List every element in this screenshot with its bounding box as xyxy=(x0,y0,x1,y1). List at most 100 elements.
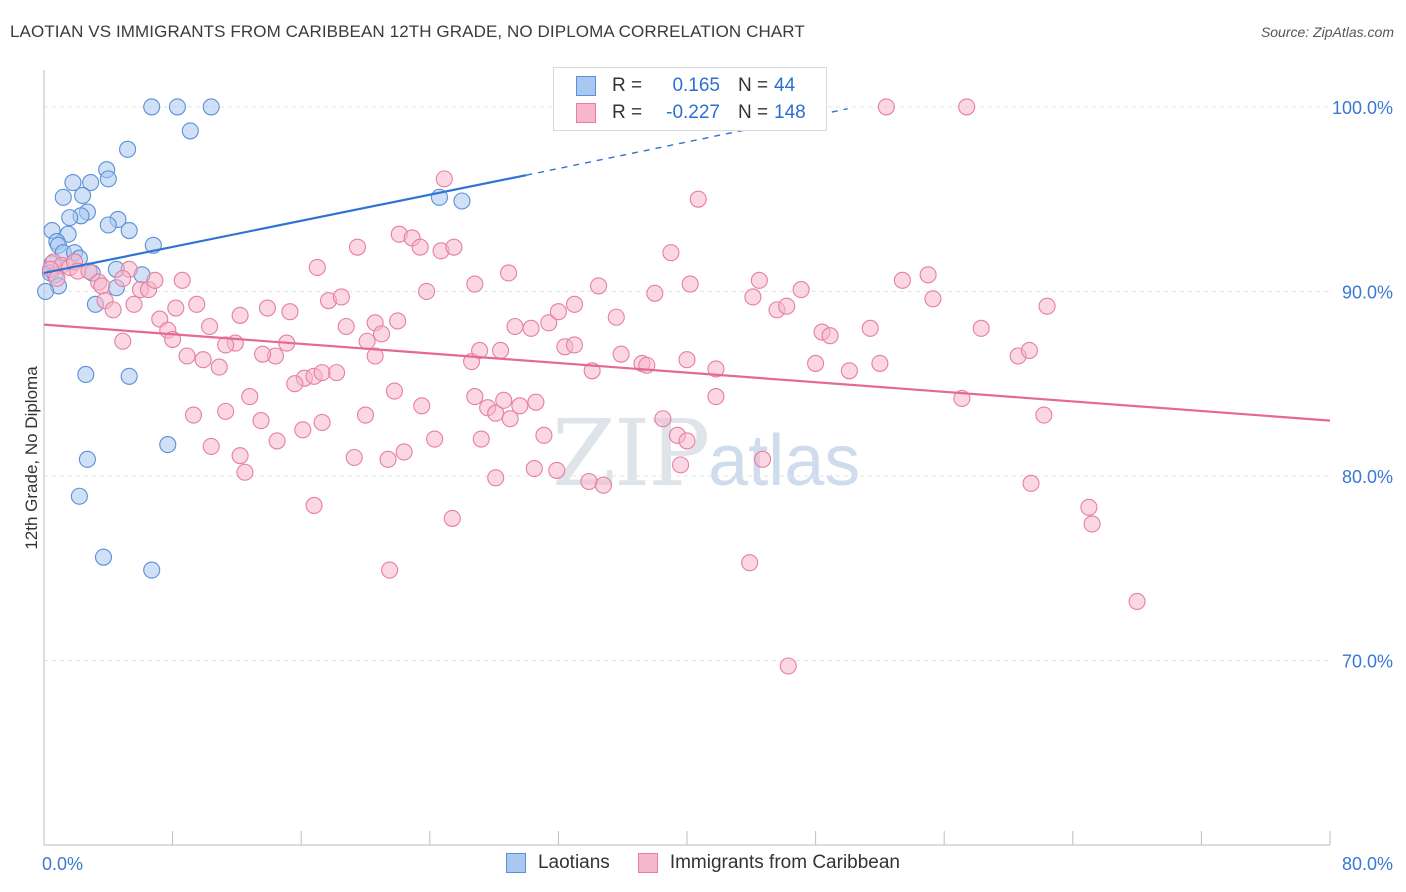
y-tick-label: 90.0% xyxy=(1342,282,1393,302)
caribbean-point xyxy=(689,190,707,208)
caribbean-point xyxy=(366,347,384,365)
caribbean-point xyxy=(426,430,444,448)
caribbean-point xyxy=(413,397,431,415)
laotians-point xyxy=(168,98,186,116)
caribbean-point xyxy=(1020,341,1038,360)
caribbean-point xyxy=(194,351,212,369)
laotians-point xyxy=(77,365,95,384)
caribbean-point xyxy=(861,319,879,337)
legend-label-caribbean: Immigrants from Caribbean xyxy=(669,852,901,873)
caribbean-point xyxy=(548,461,566,479)
caribbean-trend-line xyxy=(43,323,1331,422)
caribbean-point xyxy=(525,460,543,478)
caribbean-point xyxy=(840,362,858,380)
laotians-point xyxy=(181,122,199,140)
caribbean-point xyxy=(958,98,976,116)
caribbean-point xyxy=(487,469,505,487)
caribbean-point xyxy=(435,170,453,188)
caribbean-point xyxy=(466,388,484,406)
caribbean-point xyxy=(607,308,625,326)
caribbean-point xyxy=(500,264,518,282)
y-tick-label: 80.0% xyxy=(1342,467,1393,487)
caribbean-point xyxy=(750,271,768,289)
caribbean-point xyxy=(445,238,463,256)
chart-title: LAOTIAN VS IMMIGRANTS FROM CARIBBEAN 12T… xyxy=(10,22,805,41)
caribbean-point xyxy=(527,393,545,411)
caribbean-point xyxy=(472,430,490,448)
caribbean-point xyxy=(188,295,206,313)
caribbean-point xyxy=(146,271,164,289)
caribbean-point xyxy=(580,472,598,491)
caribbean-point xyxy=(268,432,286,450)
caribbean-point xyxy=(549,303,567,321)
caribbean-point xyxy=(792,281,810,299)
laotians-point xyxy=(143,561,161,579)
caribbean-point xyxy=(972,319,990,337)
caribbean-point xyxy=(646,284,664,302)
caribbean-point xyxy=(178,347,196,365)
caribbean-point xyxy=(379,450,397,468)
caribbean-point xyxy=(495,391,513,409)
caribbean-point xyxy=(654,410,672,428)
caribbean-swatch xyxy=(576,103,596,123)
r-label: R = xyxy=(612,75,643,96)
caribbean-point xyxy=(210,358,228,376)
caribbean-point xyxy=(332,288,350,306)
caribbean-point xyxy=(540,314,558,332)
caribbean-point xyxy=(252,412,270,430)
stats-row-laotians: R = 0.165 N = 44 xyxy=(576,73,795,99)
caribbean-point xyxy=(1038,297,1056,315)
caribbean-point xyxy=(184,406,203,424)
caribbean-point xyxy=(471,341,489,360)
n-value: 44 xyxy=(774,75,796,96)
caribbean-point xyxy=(337,317,355,336)
laotians-legend-swatch xyxy=(505,853,526,873)
caribbean-point xyxy=(231,306,249,324)
laotians-point xyxy=(120,367,138,385)
laotians-point xyxy=(159,436,177,454)
caribbean-point xyxy=(501,410,519,428)
r-label: R = xyxy=(612,102,643,123)
laotians-point xyxy=(37,282,55,300)
caribbean-point xyxy=(286,375,304,393)
laotians-point xyxy=(120,221,138,240)
laotians-point xyxy=(61,209,79,227)
r-value: -0.227 xyxy=(666,102,720,123)
caribbean-point xyxy=(48,269,66,288)
laotians-point xyxy=(202,98,220,116)
caribbean-point xyxy=(411,238,429,256)
caribbean-point xyxy=(1080,498,1098,516)
laotians-point xyxy=(82,174,100,192)
laotians-point xyxy=(99,216,117,234)
caribbean-point xyxy=(443,509,461,527)
x-tick-label: 80.0% xyxy=(1342,854,1393,874)
caribbean-point xyxy=(281,303,299,321)
laotians-point xyxy=(99,170,117,188)
caribbean-point xyxy=(373,325,391,343)
caribbean-point xyxy=(662,244,680,262)
n-label: N = xyxy=(738,102,769,123)
caribbean-point xyxy=(254,345,272,363)
caribbean-point xyxy=(741,554,759,572)
laotians-point xyxy=(78,450,96,468)
caribbean-point xyxy=(491,341,510,360)
caribbean-point xyxy=(807,354,825,372)
caribbean-point xyxy=(217,402,235,420)
caribbean-point xyxy=(231,447,249,465)
caribbean-point xyxy=(779,657,797,675)
laotians-point xyxy=(119,140,137,158)
legend-item-laotians[interactable]: Laotians xyxy=(505,852,610,874)
laotians-point xyxy=(74,186,92,205)
caribbean-point xyxy=(877,98,895,116)
caribbean-point xyxy=(871,354,889,372)
caribbean-point xyxy=(308,258,326,276)
caribbean-point xyxy=(125,295,143,313)
caribbean-point xyxy=(348,238,367,256)
caribbean-point xyxy=(358,332,376,350)
caribbean-point xyxy=(754,450,772,468)
caribbean-point xyxy=(356,406,375,424)
y-tick-label: 70.0% xyxy=(1342,651,1393,671)
caribbean-point xyxy=(93,277,111,295)
watermark-zip: ZIP xyxy=(552,400,710,507)
legend-item-caribbean[interactable]: Immigrants from Caribbean xyxy=(637,852,901,874)
